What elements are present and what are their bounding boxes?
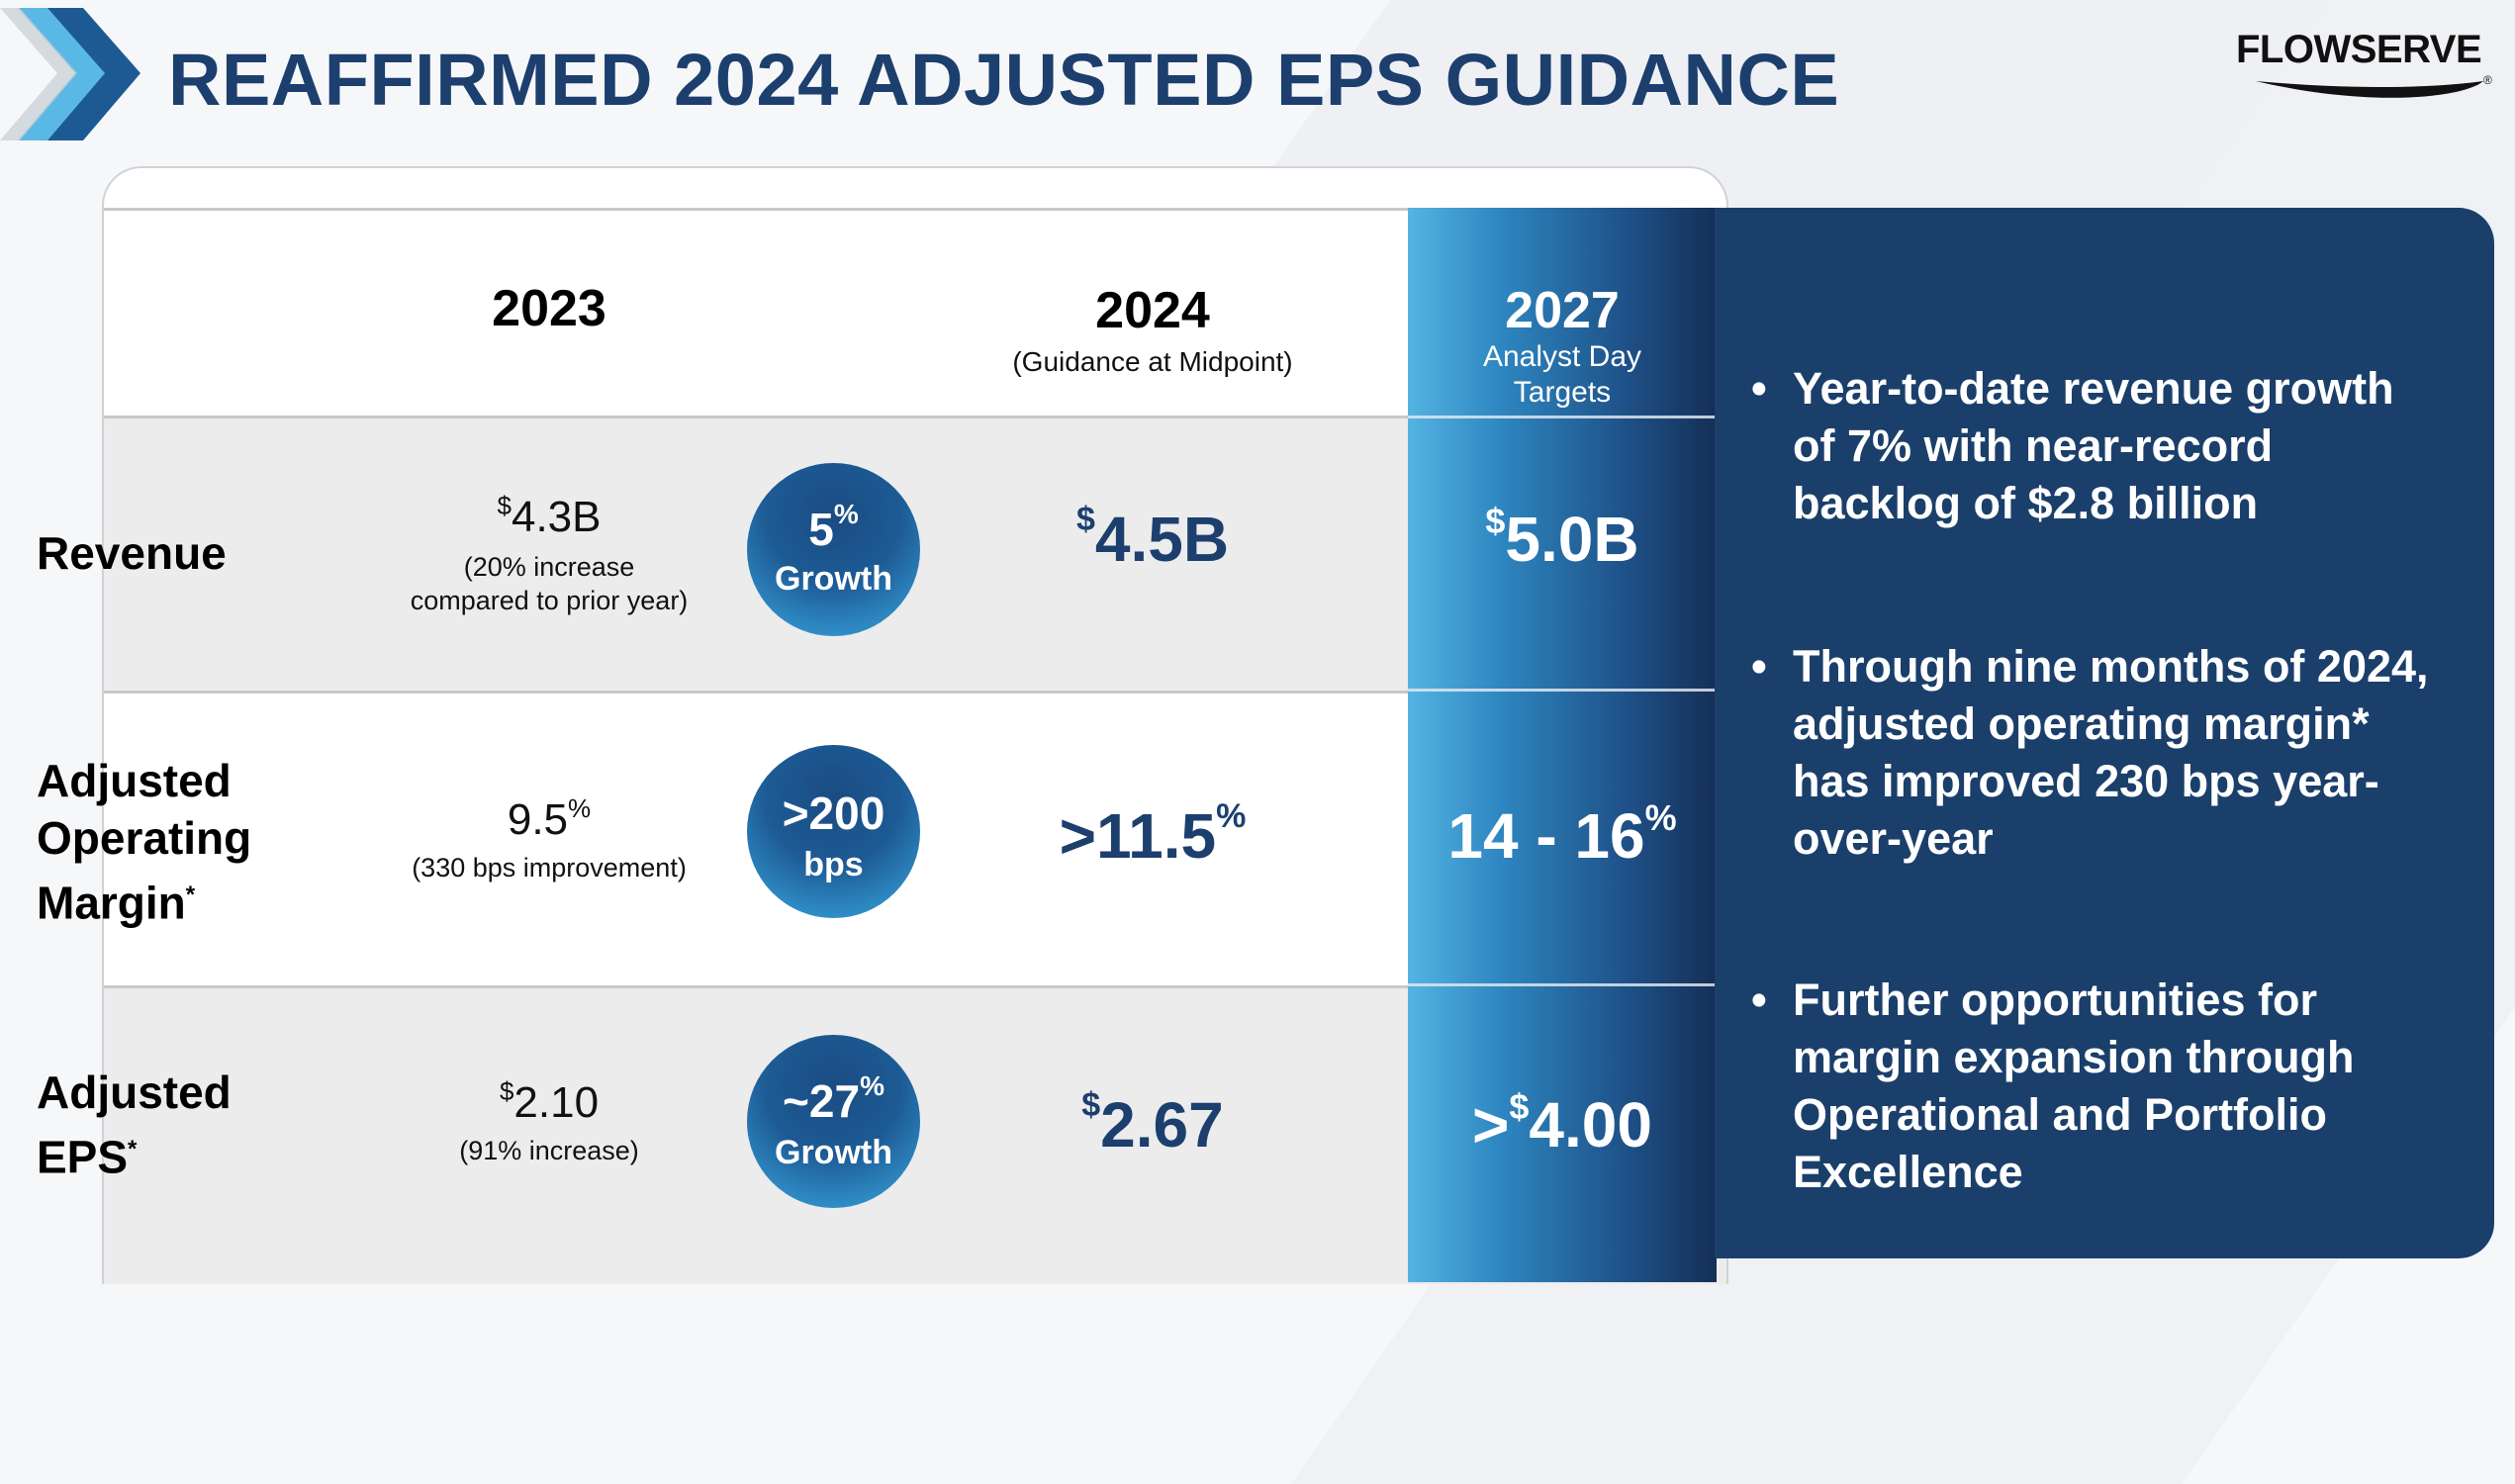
page-title: REAFFIRMED 2024 ADJUSTED EPS GUIDANCE	[168, 39, 1840, 121]
bullet-dot: •	[1751, 974, 1767, 1025]
value-2027-eps: >$4.00	[1472, 1086, 1652, 1160]
bullet-text: Year-to-date revenue growth of 7% with n…	[1793, 363, 2394, 528]
growth-bubble-eps: ~27% Growth	[747, 1035, 920, 1208]
bullet-text: Through nine months of 2024, adjusted op…	[1793, 641, 2429, 864]
row-divider	[1408, 983, 1717, 986]
column-header-2023: 2023	[492, 280, 606, 337]
value-2023-revenue: $4.3B	[351, 491, 747, 542]
column-subheader-2024: (Guidance at Midpoint)	[1012, 346, 1293, 377]
value-2024-margin: >11.5%	[1059, 797, 1247, 872]
value-text: 4.3B	[511, 493, 602, 541]
row-label-line: Operating	[37, 812, 252, 864]
bubble-value: ~27%	[783, 1070, 885, 1127]
column-subheader-2027-line2: Targets	[1513, 376, 1612, 409]
value-2024-eps: $2.67	[1081, 1086, 1224, 1160]
flowserve-logo: FLOWSERVE ®	[2236, 28, 2493, 107]
registered-mark: ®	[2483, 73, 2492, 87]
row-label-adjusted-operating-margin: Adjusted Operating Margin*	[37, 752, 251, 931]
row-divider	[104, 985, 1726, 988]
bullet-dot: •	[1751, 641, 1767, 692]
column-header-2027: 2027	[1505, 282, 1620, 339]
highlight-bullet: • Through nine months of 2024, adjusted …	[1751, 638, 2483, 876]
bubble-value: 5%	[808, 499, 859, 555]
row-label-line: Adjusted	[37, 1067, 232, 1118]
bullet-dot: •	[1751, 363, 1767, 414]
column-header-2024: 2024	[1095, 282, 1210, 339]
value-2024-revenue: $4.5B	[1075, 501, 1230, 575]
logo-wordmark: FLOWSERVE	[2236, 28, 2482, 71]
table-top-rule	[104, 208, 1726, 211]
highlights-panel	[1715, 208, 2494, 1258]
currency-symbol: $	[497, 491, 512, 520]
column-2027-highlight	[1408, 208, 1717, 1282]
note-2023-revenue-line1: (20% increase	[463, 552, 635, 582]
value-2027-margin: 14 - 16%	[1447, 797, 1677, 872]
highlight-bullet: • Further opportunities for margin expan…	[1751, 972, 2483, 1209]
row-label-adjusted-eps: Adjusted EPS*	[37, 1064, 232, 1185]
footnote-asterisk: *	[185, 881, 196, 908]
bullet-text: Further opportunities for margin expansi…	[1793, 974, 2355, 1197]
logo-swoosh-icon	[2256, 81, 2483, 98]
improvement-bubble-margin: >200 bps	[747, 745, 920, 918]
value-2023-margin: 9.5%	[507, 793, 592, 844]
bubble-value: >200	[782, 788, 885, 839]
note-2023-eps: (91% increase)	[459, 1136, 639, 1165]
column-subheader-2027-line1: Analyst Day	[1482, 340, 1642, 373]
header-divider	[104, 416, 1726, 418]
highlight-bullet: • Year-to-date revenue growth of 7% with…	[1751, 360, 2483, 538]
row-divider	[1408, 689, 1717, 692]
row-label-line: EPS*	[37, 1131, 138, 1183]
note-2023-margin: (330 bps improvement)	[412, 853, 687, 882]
chevron-logo-icon	[0, 8, 140, 140]
note-2023-revenue-line2: compared to prior year)	[410, 586, 689, 615]
bubble-caption: Growth	[775, 560, 892, 598]
bubble-caption: Growth	[775, 1134, 892, 1171]
row-label-line: Adjusted	[37, 755, 232, 806]
footnote-asterisk: *	[128, 1136, 138, 1162]
percent-symbol: %	[568, 793, 592, 823]
row-divider	[104, 691, 1726, 694]
row-label-line: Margin*	[37, 877, 196, 929]
row-label-revenue: Revenue	[37, 524, 227, 582]
bubble-caption: bps	[803, 846, 864, 883]
row-divider	[1408, 416, 1717, 418]
growth-bubble-revenue: 5% Growth	[747, 463, 920, 636]
currency-symbol: $	[499, 1076, 514, 1106]
value-2023-eps: $2.10	[499, 1076, 600, 1127]
value-2027-revenue: $5.0B	[1485, 501, 1639, 575]
row-label-line: Revenue	[37, 527, 227, 579]
